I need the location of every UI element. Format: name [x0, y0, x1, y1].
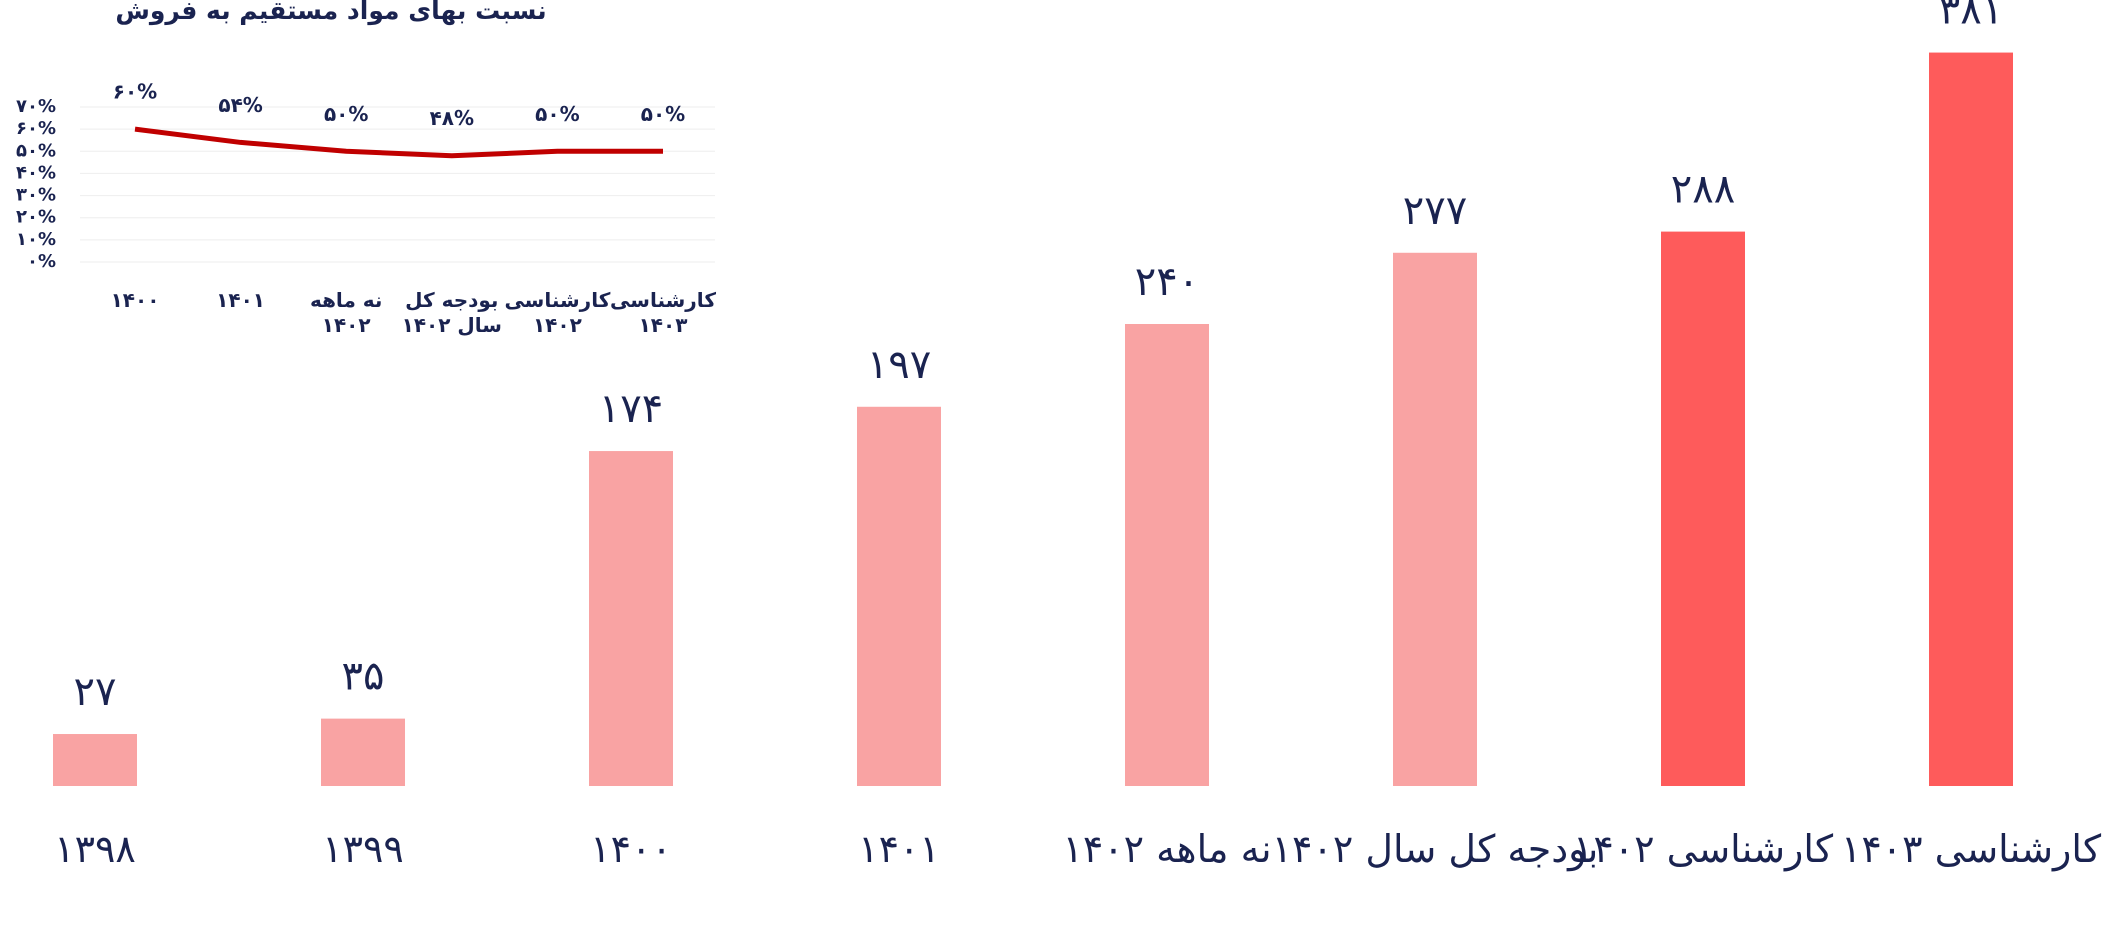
value-label: ۵۰%	[324, 102, 368, 126]
x-tick-label: کارشناسی ۱۴۰۳	[1840, 827, 2102, 871]
x-tick-label: کارشناسی ۱۴۰۳	[610, 288, 716, 337]
line	[134, 126, 663, 159]
value-label: ۳۵	[342, 654, 385, 700]
bar	[589, 451, 673, 786]
value-label: ۵۰%	[535, 102, 579, 126]
y-tick-label: ۴۰%	[16, 162, 56, 183]
bar	[1125, 324, 1209, 786]
y-tick-label: ۰%	[27, 251, 56, 272]
x-tick-label: ۱۳۹۸	[54, 827, 136, 871]
value-label: ۲۷۷	[1403, 188, 1467, 234]
bar	[857, 406, 941, 786]
x-tick-label: ۱۴۰۰	[110, 288, 160, 312]
value-label: ۲۷	[74, 669, 117, 715]
bar	[321, 718, 405, 786]
x-tick-label: ۱۴۰۰	[590, 827, 672, 871]
value-label: ۳۸۱	[1939, 0, 2003, 34]
y-tick-label: ۷۰%	[16, 96, 56, 117]
y-tick-label: ۵۰%	[16, 140, 56, 161]
x-tick-label: کارشناسی ۱۴۰۲	[1572, 827, 1834, 871]
value-label: ۱۷۴	[599, 386, 663, 432]
value-label: ۵۴%	[218, 93, 262, 117]
bar	[1661, 231, 1745, 787]
x-tick-label: نه ماهه ۱۴۰۲	[309, 288, 383, 337]
value-label: ۱۹۷	[867, 342, 931, 388]
x-tick-label: ۱۴۰۱	[216, 288, 265, 312]
y-tick-label: ۶۰%	[16, 118, 56, 139]
x-tick-label: بودجه کل سال ۱۴۰۲	[1271, 827, 1599, 871]
bar	[1393, 252, 1477, 786]
x-tick-label: ۱۳۹۹	[322, 827, 404, 871]
value-label: ۲۴۰	[1135, 259, 1199, 305]
y-tick-label: ۱۰%	[16, 229, 56, 250]
bar	[53, 734, 137, 786]
x-tick-label: بودجه کل سال ۱۴۰۲	[401, 288, 502, 337]
bar	[1929, 52, 2013, 786]
x-tick-label: ۱۴۰۱	[858, 827, 940, 871]
value-label: ۵۰%	[641, 102, 685, 126]
y-tick-label: ۲۰%	[16, 207, 56, 228]
value-label: ۶۰%	[113, 80, 157, 104]
x-tick-label: نه ماهه ۱۴۰۲	[1062, 827, 1272, 871]
y-tick-label: ۳۰%	[16, 185, 56, 206]
x-tick-label: کارشناسی ۱۴۰۲	[504, 288, 611, 337]
value-label: ۴۸%	[430, 106, 474, 130]
inset-title: نسبت بهای مواد مستقیم به فروش	[115, 0, 546, 26]
value-label: ۲۸۸	[1671, 167, 1735, 213]
